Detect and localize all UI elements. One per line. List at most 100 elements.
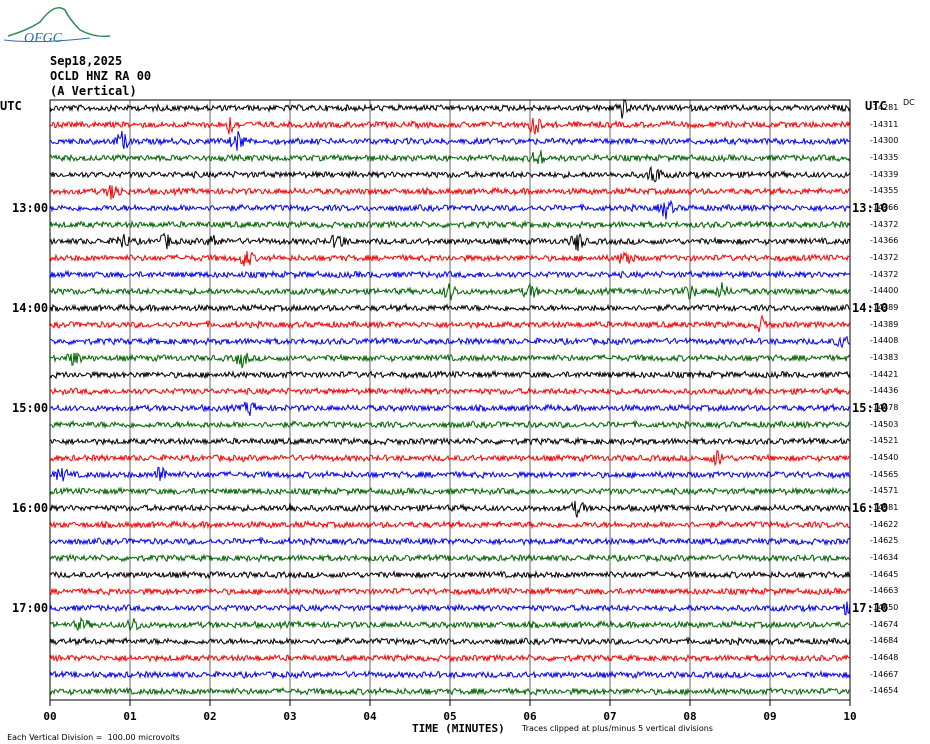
trace-offset-value: -14521 bbox=[870, 436, 899, 446]
logo-text: OFGC bbox=[24, 31, 63, 46]
seismic-trace bbox=[49, 636, 851, 647]
hour-label-right: 13:10 bbox=[852, 201, 889, 216]
trace-offset-value: -14684 bbox=[870, 636, 899, 646]
trace-offset-value: -14355 bbox=[870, 186, 899, 196]
seismic-trace bbox=[49, 302, 851, 314]
trace-offset-value: -14650 bbox=[870, 603, 899, 613]
seismic-trace bbox=[49, 314, 851, 333]
hour-label-right: 17:10 bbox=[852, 601, 889, 616]
trace-offset-value: -14389 bbox=[870, 319, 899, 329]
seismic-trace bbox=[49, 282, 851, 301]
hour-label-right: 15:10 bbox=[852, 401, 889, 416]
seismic-trace bbox=[49, 553, 851, 563]
x-tick-label: 09 bbox=[763, 710, 777, 723]
utc-left-label: UTC bbox=[0, 99, 22, 113]
seismic-trace bbox=[49, 386, 851, 397]
trace-offset-value: -14503 bbox=[870, 419, 899, 429]
seismic-trace bbox=[49, 536, 851, 547]
seismic-trace bbox=[49, 199, 851, 220]
trace-offset-value: -14400 bbox=[870, 286, 899, 296]
trace-offset-value: -14478 bbox=[870, 403, 899, 413]
seismic-trace bbox=[49, 466, 851, 482]
seismic-trace bbox=[49, 569, 851, 580]
seismic-trace bbox=[49, 130, 851, 151]
hour-label-right: 16:10 bbox=[852, 501, 889, 516]
seismic-trace bbox=[49, 519, 851, 530]
seismic-trace bbox=[49, 269, 851, 280]
seismic-trace bbox=[49, 184, 850, 200]
seismic-trace bbox=[49, 686, 851, 697]
trace-offset-value: -14667 bbox=[870, 669, 899, 679]
x-tick-label: 07 bbox=[603, 710, 617, 723]
trace-offset-value: -14645 bbox=[870, 569, 899, 579]
x-tick-label: 06 bbox=[523, 710, 537, 723]
trace-offset-value: -14389 bbox=[870, 303, 899, 313]
trace-offset-value: -14674 bbox=[870, 619, 899, 629]
seismic-trace bbox=[49, 653, 851, 663]
hour-label-left: 15:00 bbox=[12, 401, 49, 416]
seismic-trace bbox=[49, 352, 851, 369]
trace-offset-value: -14421 bbox=[870, 369, 899, 379]
trace-offset-value: -14372 bbox=[870, 219, 899, 229]
seismic-trace bbox=[49, 250, 851, 267]
seismic-trace bbox=[49, 401, 851, 417]
trace-offset-value: -14372 bbox=[870, 269, 899, 279]
utc-right-label: UTC bbox=[865, 99, 887, 113]
header-station: OCLD HNZ RA 00 bbox=[50, 69, 152, 83]
trace-offset-value: -14366 bbox=[870, 236, 899, 246]
seismic-trace bbox=[49, 232, 851, 252]
trace-offset-value: -14648 bbox=[870, 653, 899, 663]
seismic-trace bbox=[49, 486, 851, 497]
seismic-trace bbox=[49, 586, 851, 597]
trace-offset-value: -14540 bbox=[870, 453, 899, 463]
x-tick-label: 00 bbox=[43, 710, 57, 723]
trace-offset-value: -14300 bbox=[870, 136, 899, 146]
footer-clip-note: Traces clipped at plus/minus 5 vertical … bbox=[522, 724, 713, 733]
seismic-trace bbox=[49, 336, 851, 349]
hour-label-left: 13:00 bbox=[12, 201, 49, 216]
seismic-trace bbox=[49, 436, 851, 447]
seismic-trace bbox=[49, 669, 851, 680]
trace-offset-value: -14335 bbox=[870, 153, 899, 162]
trace-offset-value: -14372 bbox=[870, 253, 899, 263]
trace-offset-value: -14581 bbox=[870, 503, 899, 513]
hour-label-left: 14:00 bbox=[12, 301, 49, 316]
seismic-trace bbox=[49, 219, 851, 230]
x-tick-label: 10 bbox=[843, 710, 857, 723]
dc-label: DC bbox=[903, 98, 915, 107]
trace-offset-value: -14281 bbox=[870, 103, 899, 112]
trace-offset-value: -14622 bbox=[870, 519, 899, 529]
header-component: (A Vertical) bbox=[50, 84, 137, 98]
trace-offset-value: -14408 bbox=[870, 336, 899, 346]
trace-offset-value: -14571 bbox=[870, 486, 899, 496]
trace-offset-value: -14565 bbox=[870, 469, 899, 479]
header-date: Sep18,2025 bbox=[50, 54, 123, 68]
hour-label-right: 14:10 bbox=[852, 301, 889, 316]
trace-offset-value: -14663 bbox=[870, 586, 899, 596]
seismic-trace bbox=[49, 419, 851, 430]
trace-offset-value: -14654 bbox=[870, 686, 899, 696]
trace-offset-value: -14311 bbox=[870, 119, 899, 129]
hour-label-left: 16:00 bbox=[12, 501, 49, 516]
trace-offset-value: -14383 bbox=[870, 353, 899, 363]
seismic-trace bbox=[49, 165, 851, 183]
x-tick-label: 02 bbox=[203, 710, 217, 723]
seismic-trace bbox=[49, 150, 851, 165]
seismic-trace bbox=[49, 449, 851, 467]
x-axis-title: TIME (MINUTES) bbox=[412, 722, 505, 735]
footer-scale-note: Each Vertical Division = 100.00 microvol… bbox=[2, 724, 180, 742]
trace-offset-value: -14634 bbox=[870, 553, 899, 563]
trace-offset-value: -14339 bbox=[870, 169, 899, 179]
seismic-trace bbox=[49, 369, 851, 380]
trace-offset-value: -14625 bbox=[870, 536, 899, 546]
x-tick-label: 01 bbox=[123, 710, 137, 723]
seismic-trace bbox=[49, 616, 851, 632]
x-tick-label: 04 bbox=[363, 710, 377, 723]
seismic-trace bbox=[49, 601, 851, 616]
ofgc-logo: OFGC bbox=[3, 7, 111, 46]
seismic-trace bbox=[49, 500, 851, 518]
trace-offset-value: -14366 bbox=[870, 203, 899, 213]
trace-offset-value: -14436 bbox=[870, 386, 899, 396]
footer-scale-text: Each Vertical Division = 100.00 microvol… bbox=[7, 733, 180, 742]
